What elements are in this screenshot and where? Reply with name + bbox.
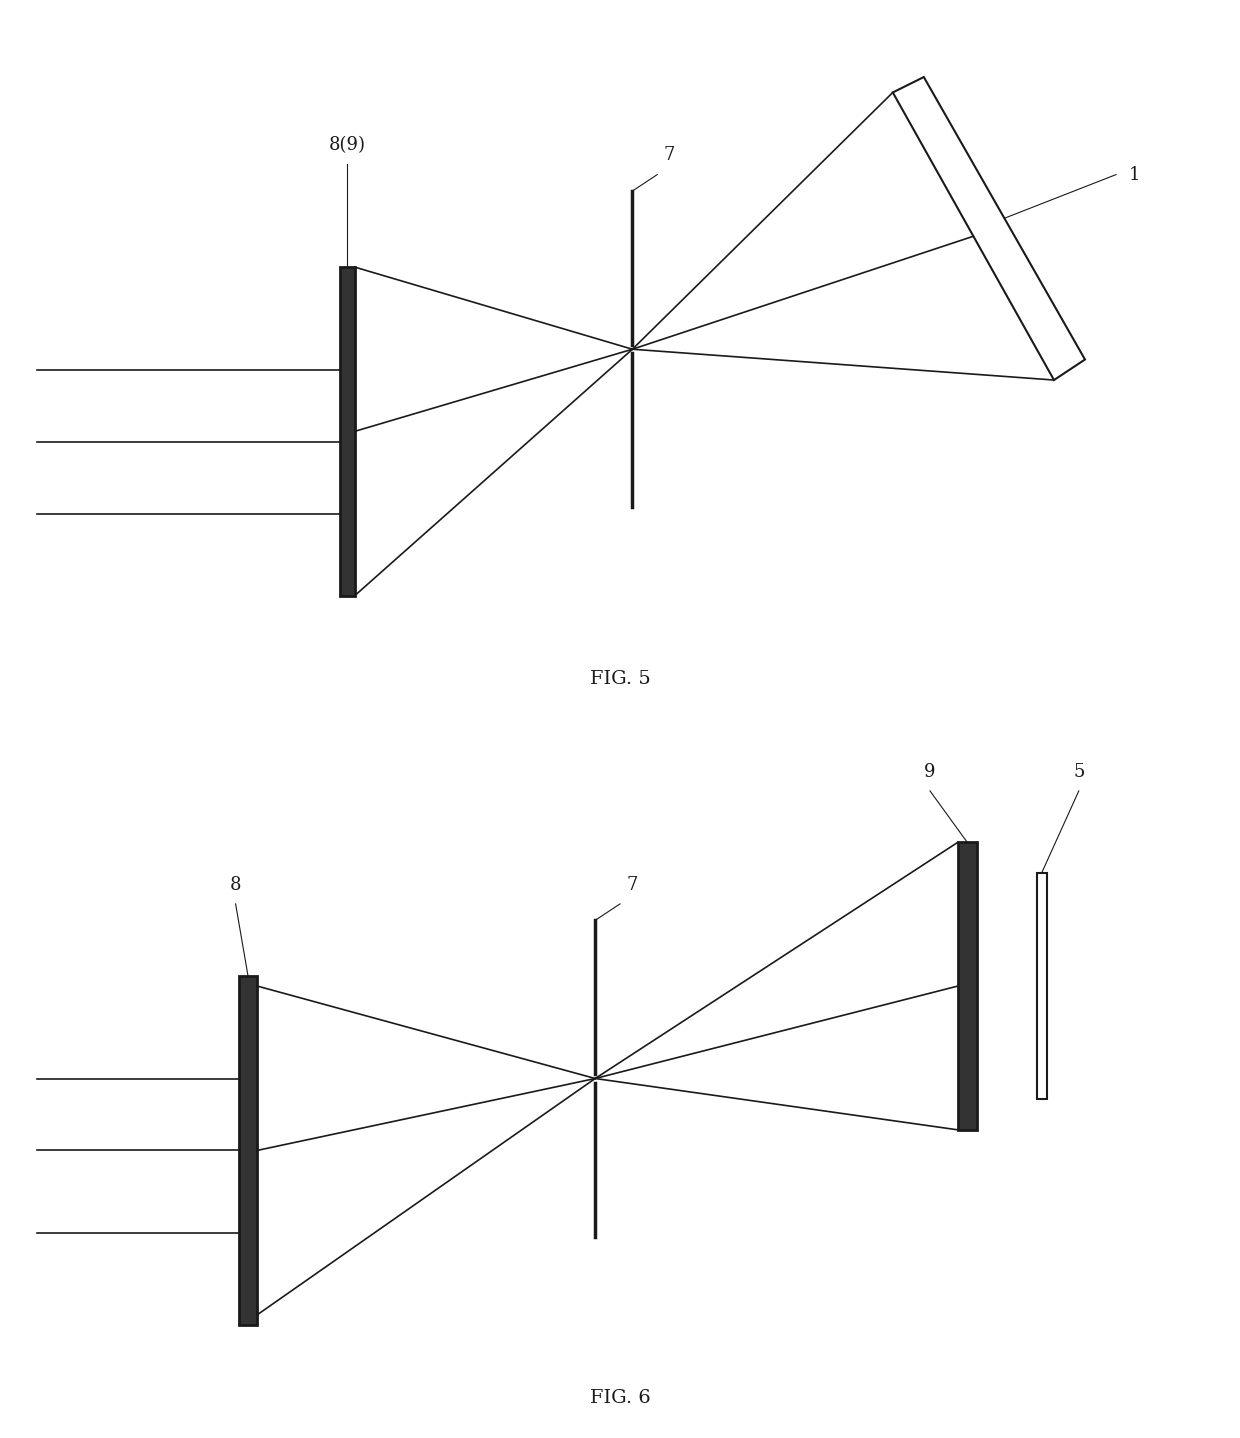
Text: FIG. 6: FIG. 6 — [590, 1389, 650, 1408]
Text: 7: 7 — [663, 147, 675, 164]
Bar — [957, 843, 977, 1130]
Bar — [238, 976, 258, 1324]
Text: 8(9): 8(9) — [329, 137, 366, 154]
Text: FIG. 5: FIG. 5 — [590, 670, 650, 689]
Text: 9: 9 — [924, 762, 936, 781]
Bar — [1037, 873, 1047, 1099]
Text: 7: 7 — [626, 876, 637, 893]
Bar — [340, 267, 355, 595]
Text: 1: 1 — [1128, 165, 1140, 184]
Polygon shape — [893, 78, 1085, 380]
Text: 5: 5 — [1073, 762, 1085, 781]
Text: 8: 8 — [229, 876, 242, 893]
